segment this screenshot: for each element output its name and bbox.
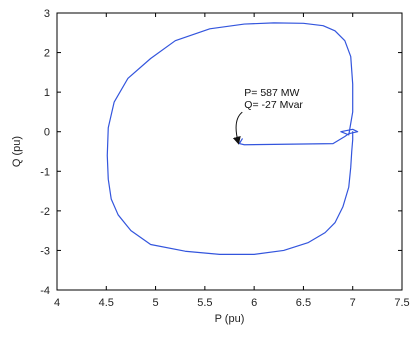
x-tick-label: 4 xyxy=(54,297,60,309)
annotations: P= 587 MWQ= -27 Mvar xyxy=(232,87,303,145)
plot-area xyxy=(57,13,402,290)
y-tick-label: -4 xyxy=(40,285,50,297)
x-tick-label: 6 xyxy=(251,297,257,309)
x-tick-label: 5 xyxy=(153,297,159,309)
y-tick-label: 2 xyxy=(44,48,50,60)
y-tick-label: -3 xyxy=(40,245,50,257)
annotation-label: Q= -27 Mvar xyxy=(244,99,303,111)
x-tick-label: 7.5 xyxy=(394,297,409,309)
annotation-arrow xyxy=(232,111,243,145)
data-series xyxy=(106,22,359,255)
x-tick-label: 5.5 xyxy=(197,297,212,309)
x-tick-label: 4.5 xyxy=(99,297,114,309)
x-tick-label: 7 xyxy=(350,297,356,309)
x-axis-title: P (pu) xyxy=(215,313,245,325)
axes: 4 4.5 5 5.5 6 6.5 7 7.5 -4 -3 -2 -1 0 1 2 3 xyxy=(40,8,409,309)
y-tick-label: 3 xyxy=(44,8,50,20)
y-tick-label: 1 xyxy=(44,87,50,99)
plot-frame xyxy=(56,12,403,291)
x-tick-label: 6.5 xyxy=(296,297,311,309)
annotation-label: P= 587 MW xyxy=(244,87,299,99)
y-tick-label: -1 xyxy=(40,166,50,178)
y-tick-label: -2 xyxy=(40,206,50,218)
pq-trajectory-line xyxy=(106,22,359,255)
y-tick-label: 0 xyxy=(44,127,50,139)
y-axis-title: Q (pu) xyxy=(11,136,23,167)
